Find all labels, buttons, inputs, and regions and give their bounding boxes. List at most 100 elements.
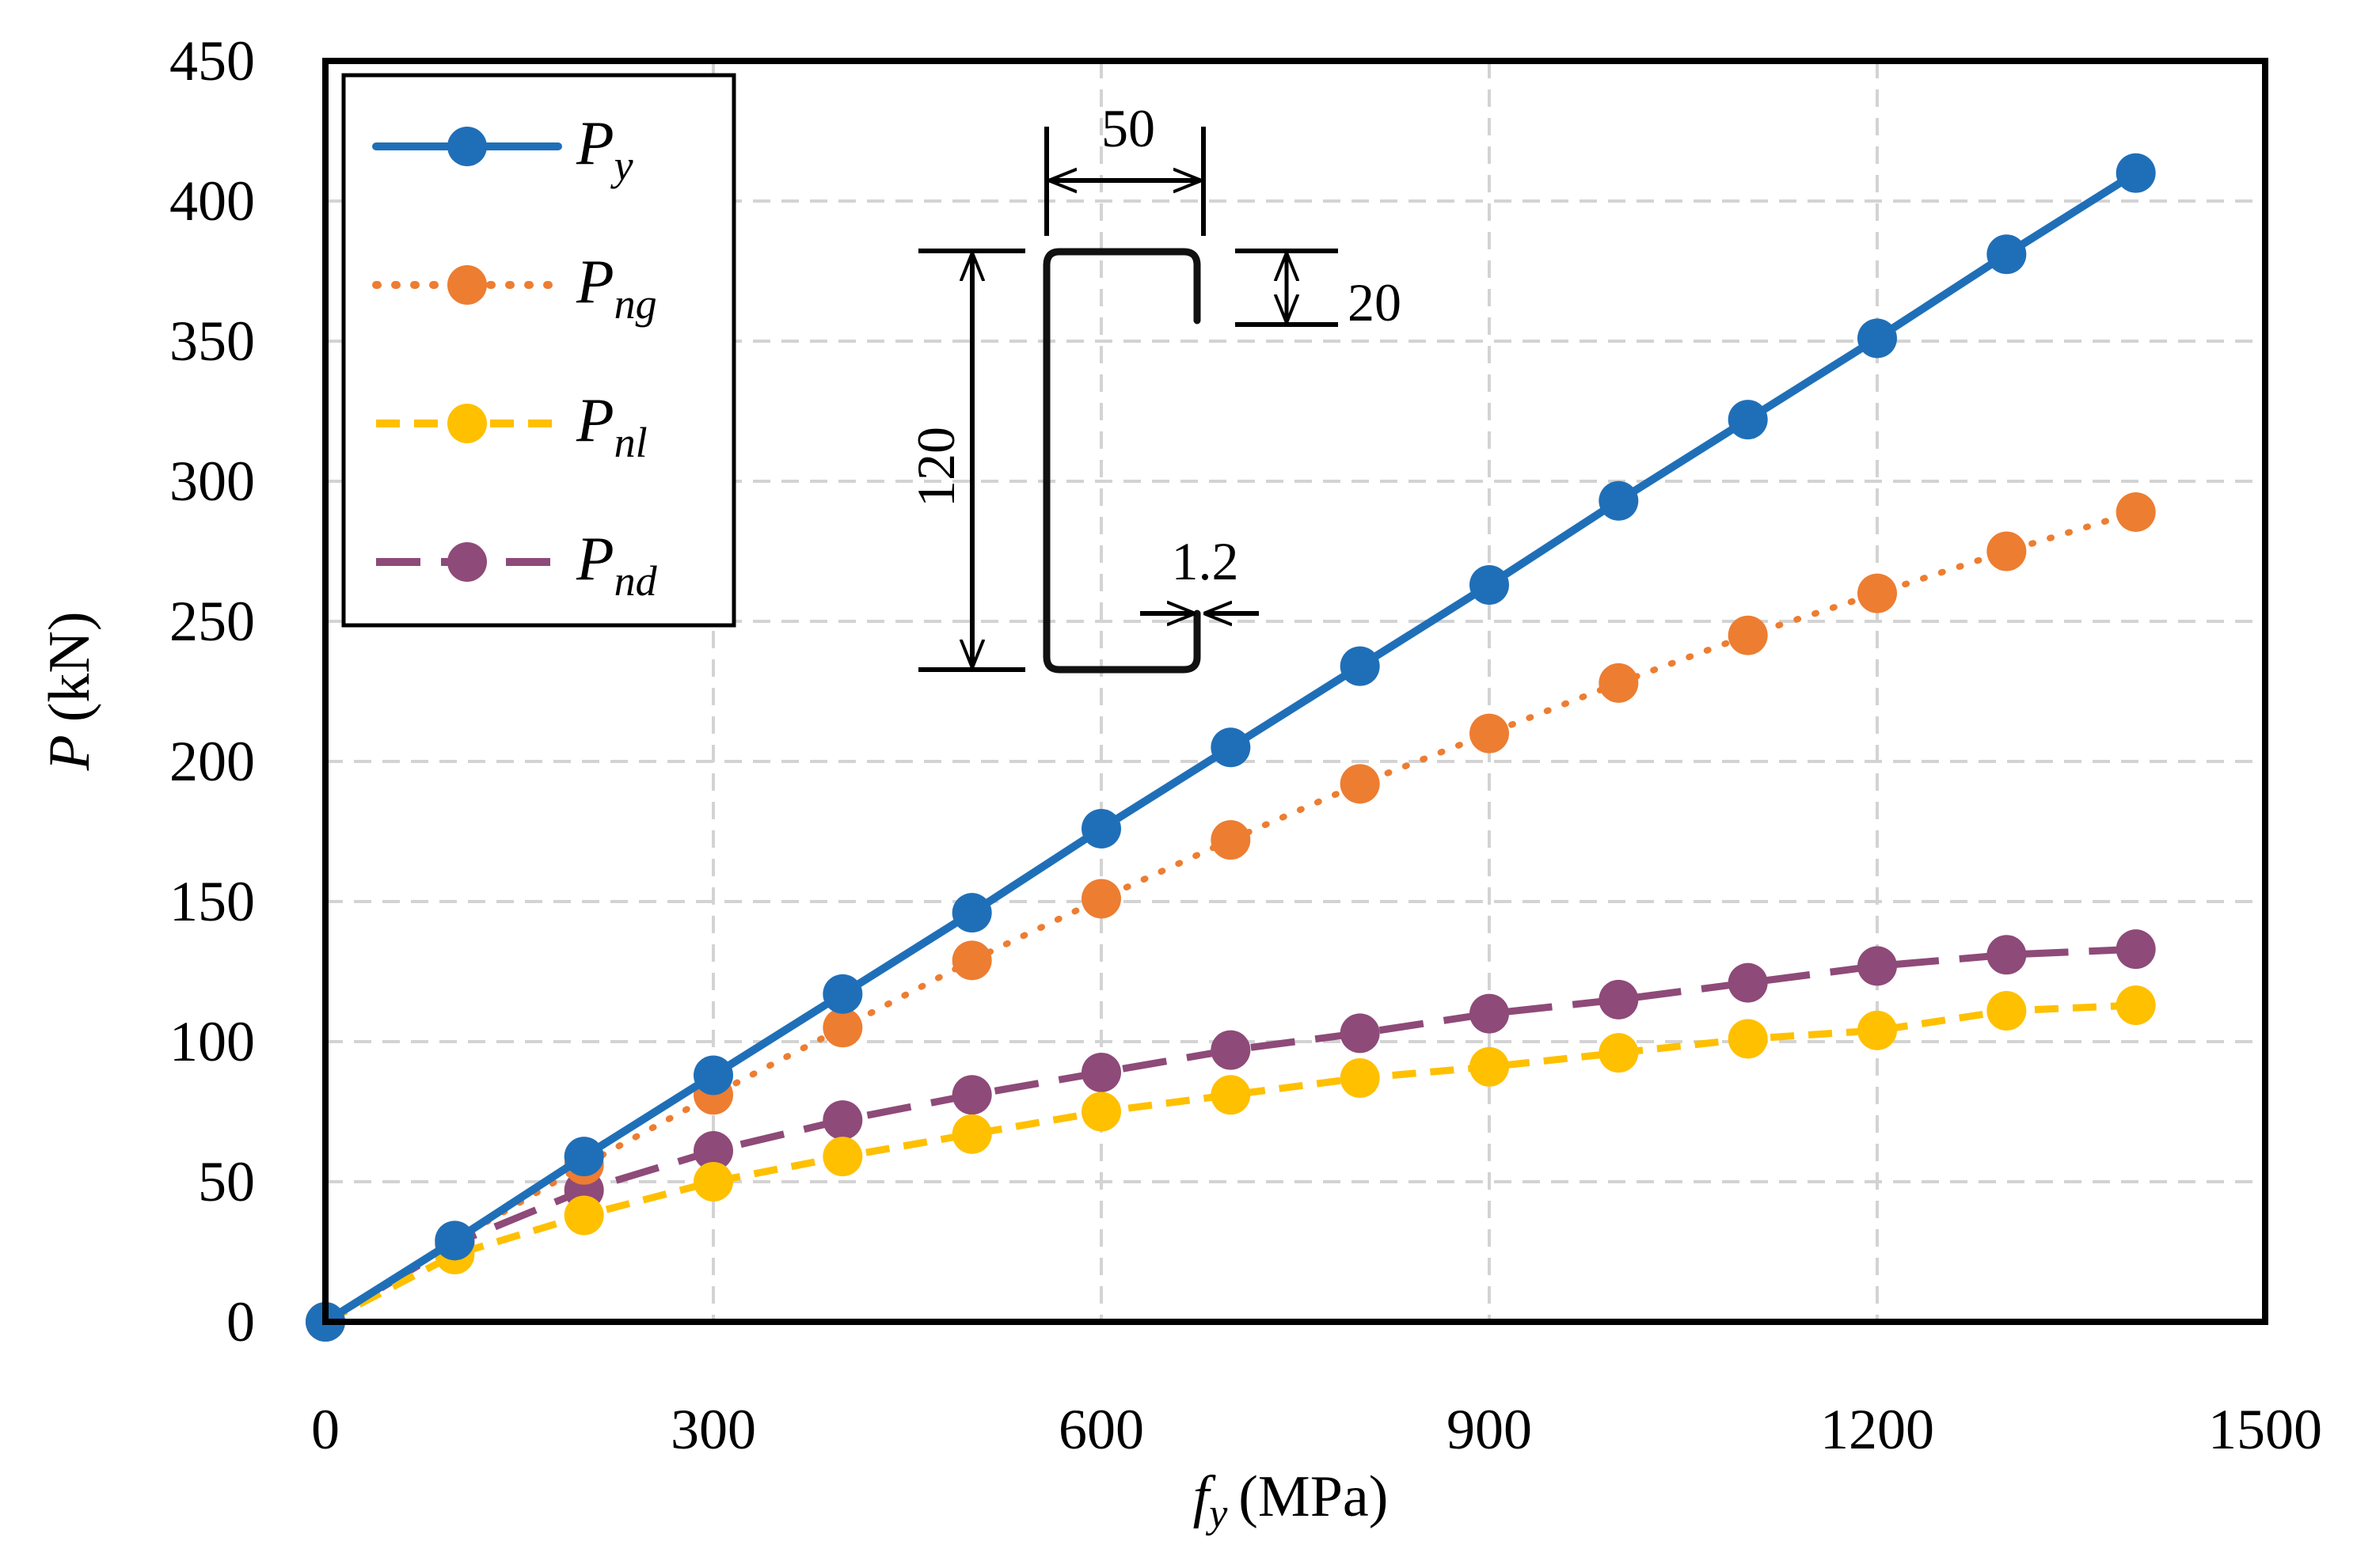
width-dimension-label: 50 bbox=[1101, 98, 1155, 158]
data-point bbox=[1728, 1019, 1768, 1059]
data-point bbox=[823, 1008, 863, 1048]
data-point bbox=[823, 1100, 863, 1141]
y-tick-label: 350 bbox=[169, 309, 255, 373]
data-point bbox=[1728, 400, 1768, 440]
data-point bbox=[1599, 1033, 1639, 1073]
data-point bbox=[1986, 234, 2027, 275]
data-point bbox=[1469, 993, 1509, 1034]
x-tick-labels: 0 300 600 900 1200 1500 bbox=[311, 1398, 2322, 1461]
data-point bbox=[1986, 531, 2027, 571]
data-point bbox=[952, 893, 992, 933]
data-point bbox=[435, 1221, 475, 1261]
data-point bbox=[1599, 480, 1639, 521]
y-axis-title-main: P bbox=[37, 735, 102, 771]
series-P-y bbox=[306, 153, 2156, 1342]
data-point bbox=[823, 1137, 863, 1177]
series-P-nl bbox=[306, 985, 2156, 1342]
data-point bbox=[1340, 764, 1380, 804]
x-tick-label: 600 bbox=[1059, 1398, 1144, 1461]
y-tick-label: 0 bbox=[226, 1290, 255, 1353]
data-point bbox=[564, 1137, 604, 1177]
x-axis-title-sub: y bbox=[1205, 1491, 1228, 1536]
legend-marker bbox=[447, 265, 487, 305]
data-point bbox=[694, 1055, 733, 1095]
series-layer bbox=[306, 153, 2156, 1342]
data-point bbox=[1340, 1013, 1380, 1054]
data-point bbox=[1986, 935, 2027, 975]
x-tick-label: 1500 bbox=[2208, 1398, 2322, 1461]
x-axis-title-unit: (MPa) bbox=[1238, 1464, 1388, 1529]
data-point bbox=[2116, 985, 2156, 1025]
data-point bbox=[564, 1195, 604, 1236]
x-tick-label: 0 bbox=[311, 1398, 340, 1461]
data-point bbox=[1469, 1046, 1509, 1087]
y-tick-label: 50 bbox=[198, 1150, 255, 1213]
data-point bbox=[1469, 564, 1509, 605]
y-tick-label: 400 bbox=[169, 169, 255, 233]
legend-label: Py bbox=[576, 108, 633, 189]
legend-label: Png bbox=[576, 247, 657, 328]
plot-area-border bbox=[322, 58, 2268, 1325]
data-point bbox=[1340, 1058, 1380, 1099]
lip-dimension-label: 20 bbox=[1348, 272, 1401, 332]
y-tick-label: 100 bbox=[169, 1010, 255, 1073]
y-tick-labels: 0 50 100 150 200 250 300 350 400 450 bbox=[169, 29, 255, 1353]
y-tick-label: 250 bbox=[169, 590, 255, 653]
legend-item-P-nd: Pnd bbox=[376, 524, 658, 605]
data-point bbox=[1857, 1010, 1897, 1050]
y-axis-title-unit: (kN) bbox=[37, 612, 102, 723]
legend-marker bbox=[447, 404, 487, 443]
x-tick-label: 1200 bbox=[1820, 1398, 1934, 1461]
data-point bbox=[1082, 879, 1121, 919]
y-tick-label: 150 bbox=[169, 870, 255, 933]
data-point bbox=[1599, 663, 1639, 703]
data-point bbox=[2116, 492, 2156, 532]
x-tick-label: 300 bbox=[671, 1398, 756, 1461]
data-point bbox=[694, 1131, 733, 1171]
data-point bbox=[1599, 979, 1639, 1019]
series-P-nd bbox=[306, 929, 2156, 1342]
data-point bbox=[1857, 573, 1897, 613]
cross-section-inset: 50 120 20 1.2 bbox=[906, 98, 1401, 674]
y-tick-label: 200 bbox=[169, 730, 255, 793]
legend-label: Pnd bbox=[576, 524, 658, 605]
data-point bbox=[1082, 1092, 1121, 1132]
data-point bbox=[1469, 713, 1509, 754]
data-point bbox=[952, 1114, 992, 1154]
y-axis-title: P (kN) bbox=[37, 612, 102, 772]
data-point bbox=[823, 974, 863, 1014]
series-line bbox=[323, 945, 2136, 1325]
data-point bbox=[952, 940, 992, 981]
legend-item-P-nl: Pnl bbox=[376, 385, 648, 466]
data-point bbox=[1211, 727, 1251, 768]
x-tick-label: 900 bbox=[1447, 1398, 1532, 1461]
legend-marker bbox=[447, 542, 487, 582]
data-point bbox=[1211, 1075, 1251, 1115]
data-point bbox=[1082, 1052, 1121, 1092]
legend-marker bbox=[447, 127, 487, 166]
legend-item-P-y: Py bbox=[372, 108, 633, 189]
x-axis-title: fy (MPa) bbox=[1193, 1464, 1389, 1536]
series-line bbox=[323, 1001, 2136, 1325]
depth-dimension-label: 120 bbox=[906, 427, 966, 507]
legend: Py Png Pnl Pnd bbox=[341, 73, 736, 628]
y-tick-label: 450 bbox=[169, 29, 255, 93]
legend-box bbox=[341, 73, 736, 628]
data-point bbox=[694, 1162, 733, 1202]
data-point bbox=[952, 1075, 992, 1115]
data-point bbox=[2116, 929, 2156, 970]
channel-section-outline bbox=[1043, 248, 1201, 674]
data-point bbox=[1211, 1030, 1251, 1070]
thickness-dimension-label: 1.2 bbox=[1172, 531, 1239, 591]
data-point bbox=[1211, 820, 1251, 860]
data-point bbox=[1728, 615, 1768, 655]
data-point bbox=[1857, 946, 1897, 986]
legend-label: Pnl bbox=[576, 385, 648, 466]
data-point bbox=[1082, 808, 1121, 849]
data-point bbox=[1340, 646, 1380, 686]
data-point bbox=[2116, 153, 2156, 193]
data-point bbox=[1986, 991, 2027, 1031]
data-point bbox=[1728, 962, 1768, 1003]
y-tick-label: 300 bbox=[169, 450, 255, 513]
